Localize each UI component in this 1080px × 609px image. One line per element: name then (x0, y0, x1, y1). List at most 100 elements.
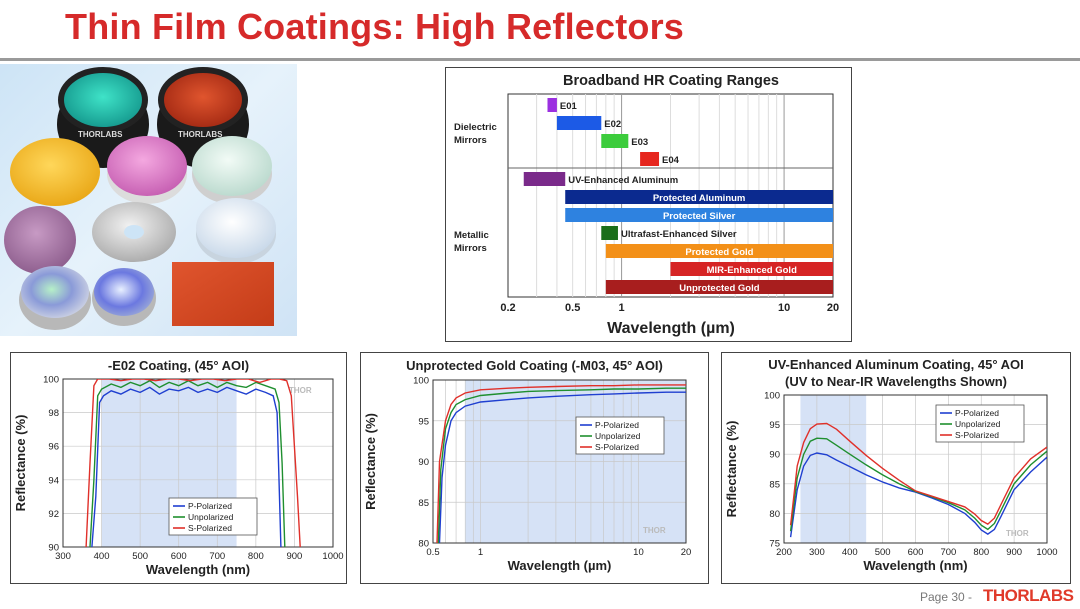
legend-label: S-Polarized (955, 430, 999, 440)
hr-x-tick-label: 1 (619, 302, 625, 314)
x-tick-label: 1 (478, 547, 483, 558)
plot-frame (783, 394, 1048, 544)
uv-aluminum-graph: UV-Enhanced Aluminum Coating, 45° AOI (UV… (721, 352, 1071, 584)
y-tick-label: 90 (48, 543, 59, 554)
y-axis-label: Reflectance (%) (13, 415, 28, 512)
y-tick-label: 75 (769, 539, 780, 550)
legend-label: P-Polarized (595, 420, 639, 430)
coated-optics-photo: THORLABS THORLABS (0, 64, 297, 336)
hr-x-tick-label: 0.2 (500, 302, 515, 314)
unprotected-gold-graph: Unprotected Gold Coating (-M03, 45° AOI)… (360, 352, 709, 584)
x-tick-label: 10 (633, 547, 644, 558)
x-tick-label: 800 (973, 547, 989, 558)
hr-bar-label: Ultrafast-Enhanced Silver (621, 229, 737, 240)
x-tick-label: 300 (55, 551, 71, 562)
thorlabs-logo: THORLABS (983, 586, 1074, 605)
y-tick-label: 95 (769, 420, 780, 431)
hr-bar-metallic (670, 262, 833, 276)
legend-label: Unpolarized (955, 419, 1001, 429)
x-axis-label: Wavelength (nm) (863, 558, 967, 573)
x-tick-label: 400 (94, 551, 110, 562)
hr-bar-label: Protected Silver (663, 211, 736, 222)
legend-label: S-Polarized (188, 523, 232, 533)
series-line-p-polarized (438, 391, 686, 543)
series-line-unpolarized (437, 387, 686, 543)
hr-bar-label: E04 (662, 155, 680, 166)
y-tick-label: 85 (418, 498, 429, 509)
legend-label: P-Polarized (188, 501, 232, 511)
hr-bar-dielectric (601, 134, 629, 148)
hr-x-tick-label: 10 (778, 302, 790, 314)
x-tick-label: 600 (171, 551, 187, 562)
mount-brand-text: THORLABS (78, 130, 123, 139)
hr-chart-svg: Broadband HR Coating Ranges E01 E02 E03 E04… (454, 73, 839, 337)
x-tick-label: 20 (681, 547, 692, 558)
y-tick-label: 90 (769, 450, 780, 461)
optics-illustration: THORLABS THORLABS (4, 67, 276, 330)
hr-bar-label: MIR-Enhanced Gold (707, 265, 797, 276)
y-tick-label: 80 (418, 539, 429, 550)
series-line-p-polarized (91, 386, 282, 547)
hr-bar-label: UV-Enhanced Aluminum (568, 175, 678, 186)
hr-bar-dielectric (640, 152, 660, 166)
x-tick-label: 400 (842, 547, 858, 558)
graph-title: -E02 Coating, (45° AOI) (108, 358, 249, 373)
dielectric-label-1: Dielectric (454, 122, 497, 133)
x-tick-label: 600 (908, 547, 924, 558)
x-tick-label: 1000 (322, 551, 343, 562)
watermark: THOR (289, 386, 312, 395)
y-tick-label: 95 (418, 416, 429, 427)
title-divider (0, 58, 1080, 61)
hr-bar-label: Protected Aluminum (653, 193, 746, 204)
hr-coating-ranges-chart: Broadband HR Coating Ranges E01 E02 E03 E04… (445, 67, 852, 342)
y-axis-label: Reflectance (%) (363, 413, 378, 510)
legend-label: Unpolarized (595, 431, 641, 441)
y-tick-label: 100 (43, 375, 59, 386)
hr-bar-dielectric (556, 116, 602, 130)
x-tick-label: 900 (286, 551, 302, 562)
hr-bar-metallic (601, 226, 618, 240)
hr-x-axis-label: Wavelength (µm) (607, 320, 735, 337)
watermark: THOR (643, 526, 666, 535)
series-line-s-polarized (789, 422, 1047, 526)
x-tick-label: 700 (940, 547, 956, 558)
y-tick-label: 100 (764, 391, 780, 402)
hr-chart-title: Broadband HR Coating Ranges (563, 73, 779, 89)
gold-graph-svg: Unprotected Gold Coating (-M03, 45° AOI)… (363, 358, 692, 573)
hr-bar-metallic (565, 190, 833, 204)
e02-coating-graph: -E02 Coating, (45° AOI) THOR 300 400 500 600 7… (10, 352, 347, 584)
x-tick-label: 500 (132, 551, 148, 562)
hr-x-tick-label: 0.5 (565, 302, 580, 314)
e02-graph-svg: -E02 Coating, (45° AOI) THOR 300 400 500 600 7… (13, 358, 344, 577)
y-tick-label: 85 (769, 479, 780, 490)
hr-x-ticks: 0.2 0.5 1 10 20 (500, 302, 839, 314)
y-tick-label: 100 (413, 376, 429, 387)
slide-title: Thin Film Coatings: High Reflectors (65, 6, 685, 47)
highlight-band (800, 395, 867, 543)
x-tick-label: 700 (209, 551, 225, 562)
mount-brand-text: THORLABS (178, 130, 223, 139)
watermark: THOR (1006, 529, 1029, 538)
series-line-s-polarized (436, 384, 686, 543)
dielectric-label-2: Mirrors (454, 135, 487, 146)
x-tick-label: 800 (248, 551, 264, 562)
y-tick-label: 80 (769, 509, 780, 520)
hr-bar-label: E03 (631, 137, 648, 148)
plot-frame (432, 379, 687, 544)
hr-bar-metallic (565, 208, 833, 222)
x-tick-label: 500 (875, 547, 891, 558)
page-number: Page 30 - (920, 590, 973, 604)
series-line-s-polarized (85, 379, 301, 547)
metallic-label-1: Metallic (454, 230, 489, 241)
legend-label: P-Polarized (955, 408, 999, 418)
y-tick-label: 92 (48, 509, 59, 520)
legend-label: Unpolarized (188, 512, 234, 522)
x-tick-label: 1000 (1036, 547, 1057, 558)
y-axis-label: Reflectance (%) (724, 421, 739, 518)
metallic-label-2: Mirrors (454, 243, 487, 254)
hr-bar-metallic (605, 244, 833, 258)
hr-bar-label: E01 (560, 101, 578, 112)
